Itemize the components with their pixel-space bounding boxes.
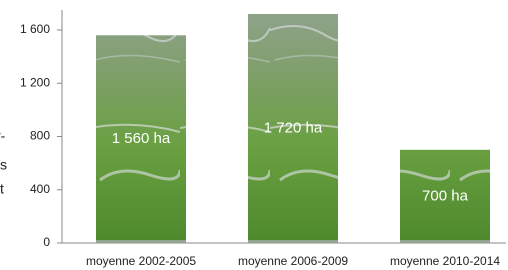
y-tick-label: 1 600 (20, 22, 50, 36)
x-tick-label: moyenne 2006-2009 (238, 254, 348, 268)
x-tick-label: moyenne 2010-2014 (390, 254, 500, 268)
side-text: t (0, 181, 4, 197)
y-tick-label: 400 (30, 182, 50, 196)
x-tick-label: moyenne 2002-2005 (86, 254, 196, 268)
side-text: s (0, 157, 7, 173)
y-tick-label: 1 200 (20, 75, 50, 89)
y-tick-label: 0 (43, 235, 50, 249)
side-text: r- (0, 128, 6, 144)
y-tick-label: 800 (30, 129, 50, 143)
value-label: 700 ha (422, 187, 469, 204)
value-label: 1 560 ha (112, 130, 171, 147)
value-label: 1 720 ha (264, 119, 323, 136)
chart: 0 400 800 1 200 1 600 moyenne 2002-2005 1 560 … (0, 0, 508, 270)
